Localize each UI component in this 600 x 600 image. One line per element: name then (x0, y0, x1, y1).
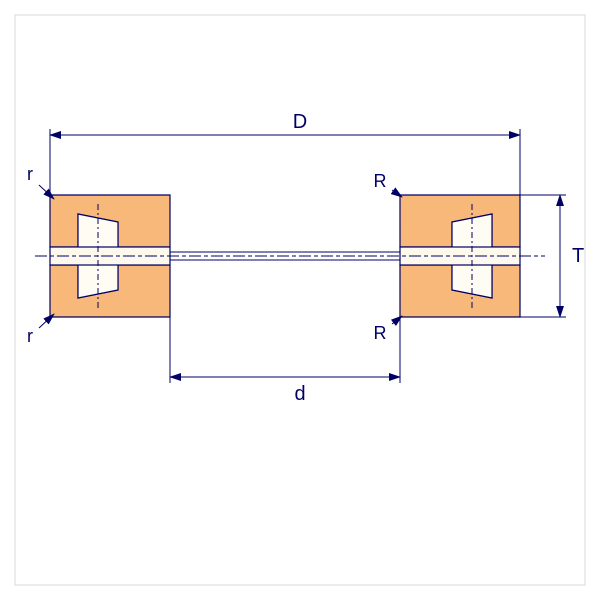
dimension-r-bottom: r (27, 314, 54, 346)
label-d: d (294, 383, 305, 405)
label-D: D (293, 111, 307, 133)
bearing-diagram: D d T r r R R (0, 0, 600, 600)
dimension-d: d (170, 317, 400, 405)
dimension-R-bottom: R (374, 316, 403, 343)
label-R-bottom: R (374, 323, 387, 343)
dimension-R-top: R (374, 171, 403, 197)
label-r-bottom: r (27, 326, 33, 346)
dimension-D: D (50, 111, 520, 195)
label-r-top: r (27, 164, 33, 184)
label-R-top: R (374, 171, 387, 191)
label-T: T (572, 245, 584, 267)
